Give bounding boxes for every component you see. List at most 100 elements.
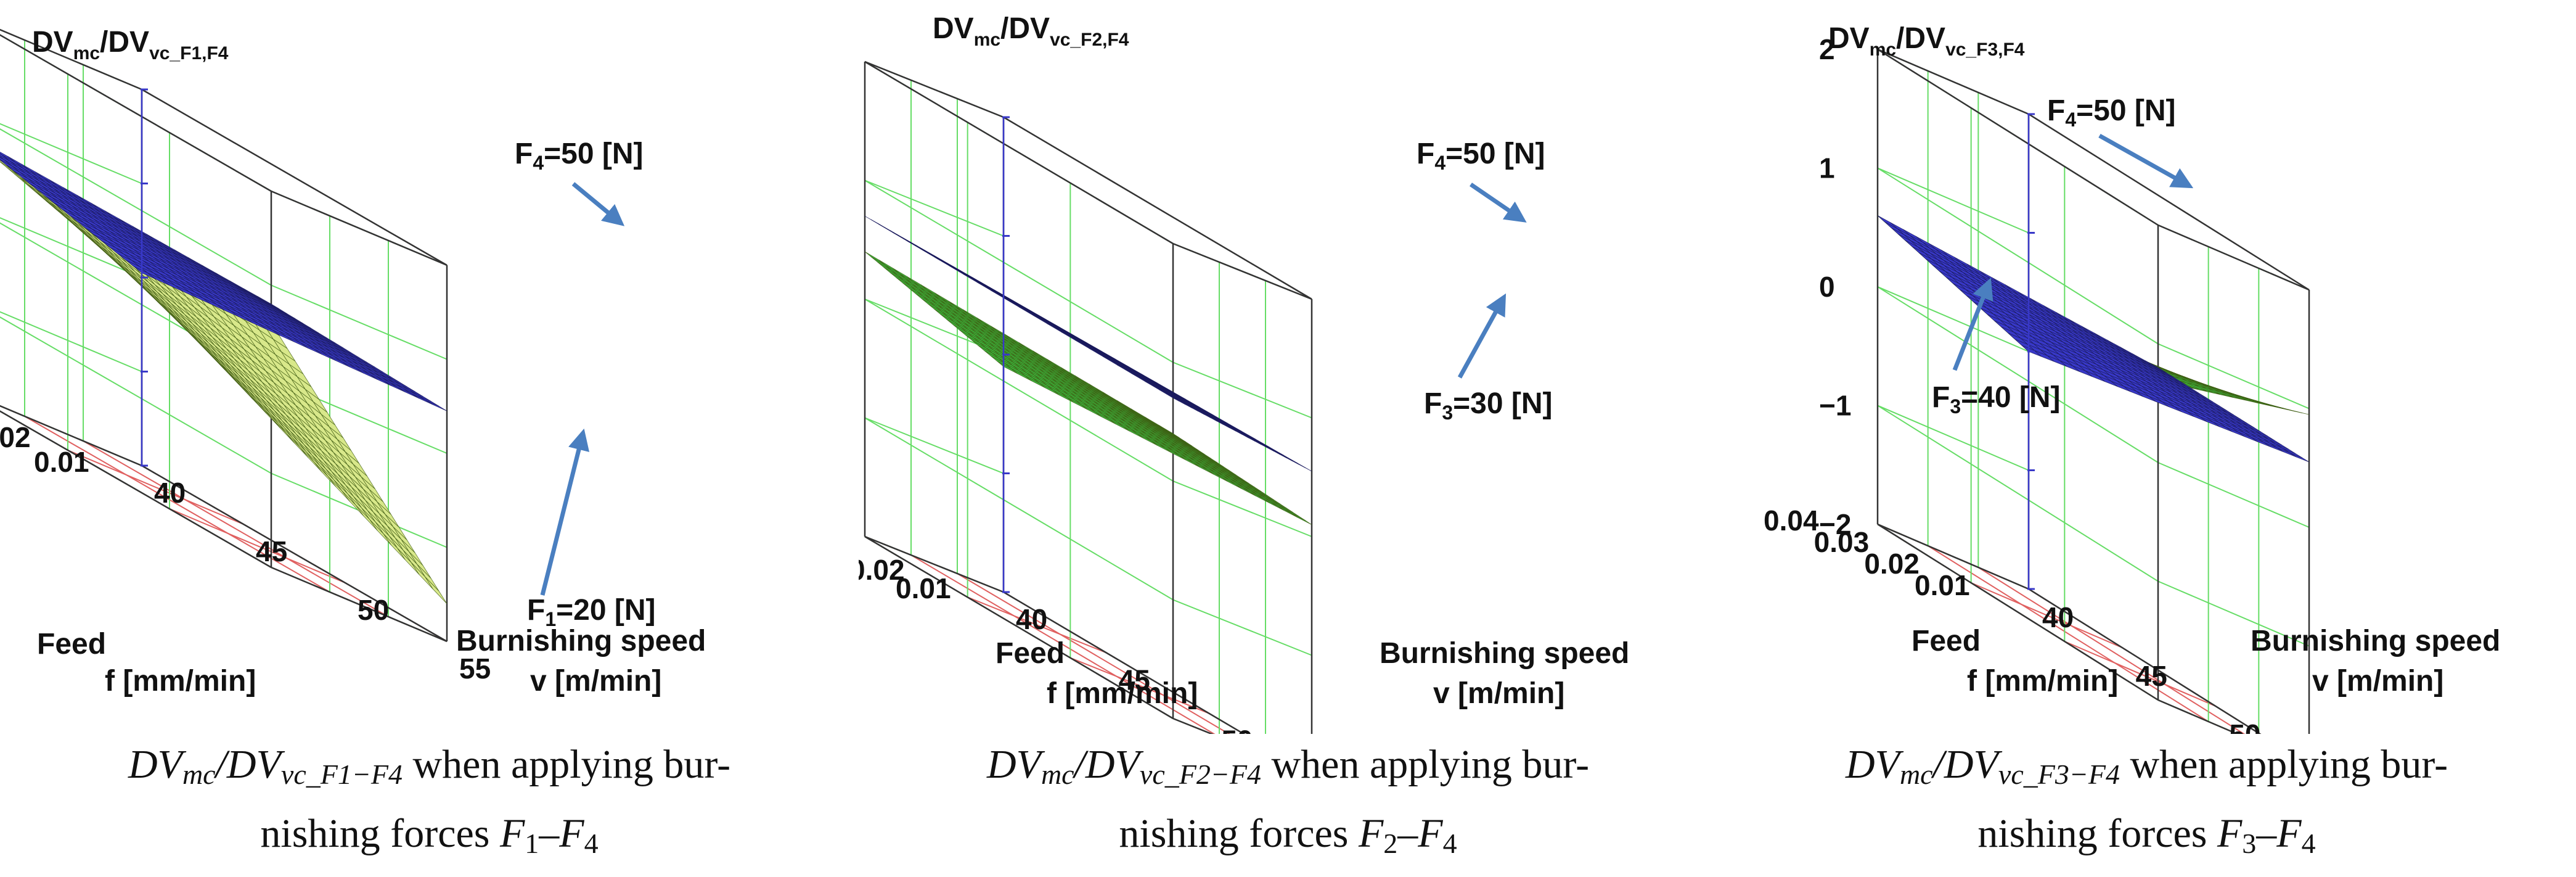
box-edge xyxy=(2028,588,2262,734)
v-tick-label: 40 xyxy=(154,477,186,509)
wall-gridline xyxy=(1172,599,1312,656)
wall-gridline xyxy=(1877,167,2029,234)
annotation-label: F4=50 [N] xyxy=(515,138,644,174)
wall-gridline xyxy=(1877,286,2159,463)
box-edge xyxy=(864,60,1174,245)
floor-gridline xyxy=(2064,641,2216,707)
box-edge xyxy=(141,464,448,643)
v-tick-label: 45 xyxy=(256,535,287,567)
floor-gridline xyxy=(1928,545,2209,722)
annotation-label: F4=50 [N] xyxy=(2047,94,2176,131)
box-edge xyxy=(1003,116,1312,300)
v-tick-label: 45 xyxy=(2136,660,2167,692)
floor-gridline xyxy=(910,554,1216,734)
surface-cell xyxy=(1159,389,1180,402)
floor-gridline xyxy=(1971,582,2123,648)
feed-axis-label: Feed xyxy=(37,628,106,661)
feed-axis-unit: f [mm/min] xyxy=(1047,677,1198,710)
floor-gridline xyxy=(1977,567,2246,734)
caption-1: DVmc/DVvc_F1−F4 when applying bur- nishi… xyxy=(128,742,731,859)
caption-2: DVmc/DVvc_F2−F4 when applying bur- nishi… xyxy=(986,742,1590,859)
floor-gridline xyxy=(967,596,1107,654)
annotation-label: F3=40 [N] xyxy=(1932,381,2061,418)
wall-gridline xyxy=(1172,361,1312,419)
box-edge xyxy=(1003,591,1246,734)
z-axis-label: DVmc/DVvc_F1,F4 xyxy=(32,26,229,64)
z-axis-label: DVmc/DVvc_F2,F4 xyxy=(933,12,1129,50)
box-edge xyxy=(864,535,1004,593)
wall-gridline xyxy=(1172,480,1312,537)
surface-f4 xyxy=(1877,215,2310,463)
speed-axis-unit: v [m/min] xyxy=(2312,665,2443,698)
wall-gridline xyxy=(0,311,142,373)
box-edge xyxy=(271,566,448,643)
z-tick-label: 0 xyxy=(1819,271,1835,303)
wall-gridline xyxy=(864,179,1174,363)
v-tick-label: 55 xyxy=(459,653,491,685)
annotation-arrow xyxy=(1952,278,1993,371)
box-edge xyxy=(1877,523,2029,590)
f-tick-label: 0.02 xyxy=(1864,548,1920,580)
box-edge xyxy=(1172,242,1312,300)
z-tick-label: 1 xyxy=(1819,152,1835,184)
wall-gridline xyxy=(864,417,1174,601)
wall-gridline xyxy=(864,417,1004,474)
v-tick-label: 50 xyxy=(358,594,389,626)
floor-gridline xyxy=(957,573,1230,734)
surface-f3 xyxy=(864,251,1312,525)
feed-axis-label: Feed xyxy=(1912,625,1981,657)
feed-axis-unit: f [mm/min] xyxy=(1967,665,2118,698)
caption-3: DVmc/DVvc_F3−F4 when applying bur- nishi… xyxy=(1845,742,2448,859)
z-axis-label: DVmc/DVvc_F3,F4 xyxy=(1828,22,2025,60)
speed-axis-label: Burnishing speed xyxy=(2251,625,2500,657)
wall-gridline xyxy=(2157,462,2310,528)
v-tick-label: 50 xyxy=(1221,725,1253,734)
annotation-arrow xyxy=(540,428,590,596)
floor-gridline xyxy=(24,416,330,593)
surface-cell xyxy=(417,564,440,591)
feed-axis-unit: f [mm/min] xyxy=(105,665,256,698)
box-edge xyxy=(2157,224,2310,291)
speed-axis-label: Burnishing speed xyxy=(456,625,706,657)
surface-cell xyxy=(864,251,886,266)
floor-gridline xyxy=(83,440,389,617)
wall-gridline xyxy=(1877,405,2029,471)
wall-gridline xyxy=(1877,286,2029,352)
floor-gridline xyxy=(67,450,244,525)
box-edge xyxy=(2028,113,2310,291)
wall-gridline xyxy=(864,179,1004,237)
box-edge xyxy=(1877,48,2159,226)
annotation-label: F1=20 [N] xyxy=(527,594,656,630)
box-edge xyxy=(141,88,448,266)
box-edge xyxy=(1877,523,2159,701)
floor-gridline xyxy=(169,508,346,583)
annotation-arrow xyxy=(1470,183,1527,223)
feed-axis-label: Feed xyxy=(996,637,1065,670)
surface-f4 xyxy=(864,215,1312,472)
surface-cell xyxy=(1159,425,1180,439)
wall-gridline xyxy=(0,217,142,278)
box-edge xyxy=(2157,699,2239,734)
wall-gridline xyxy=(0,123,142,184)
annotation-label: F3=30 [N] xyxy=(1424,387,1553,424)
v-tick-label: 50 xyxy=(2229,718,2260,734)
f-tick-label: 0.01 xyxy=(34,446,89,478)
z-tick-label: −1 xyxy=(1819,390,1851,422)
wall-gridline xyxy=(1877,167,2159,345)
wall-gridline xyxy=(0,316,272,474)
box-edge xyxy=(0,34,272,192)
surface-cell xyxy=(257,296,280,310)
f-tick-label: 0.01 xyxy=(1915,569,1970,601)
z-tick-label: −2 xyxy=(1819,508,1851,540)
surface-cell xyxy=(2145,360,2165,373)
box-edge xyxy=(271,190,448,266)
floor-gridline xyxy=(1069,657,1209,714)
z-tick-label: 2 xyxy=(1819,33,1835,65)
box-edge xyxy=(0,410,272,569)
f-tick-label: 0.02 xyxy=(859,554,905,586)
box-edge xyxy=(0,405,142,467)
